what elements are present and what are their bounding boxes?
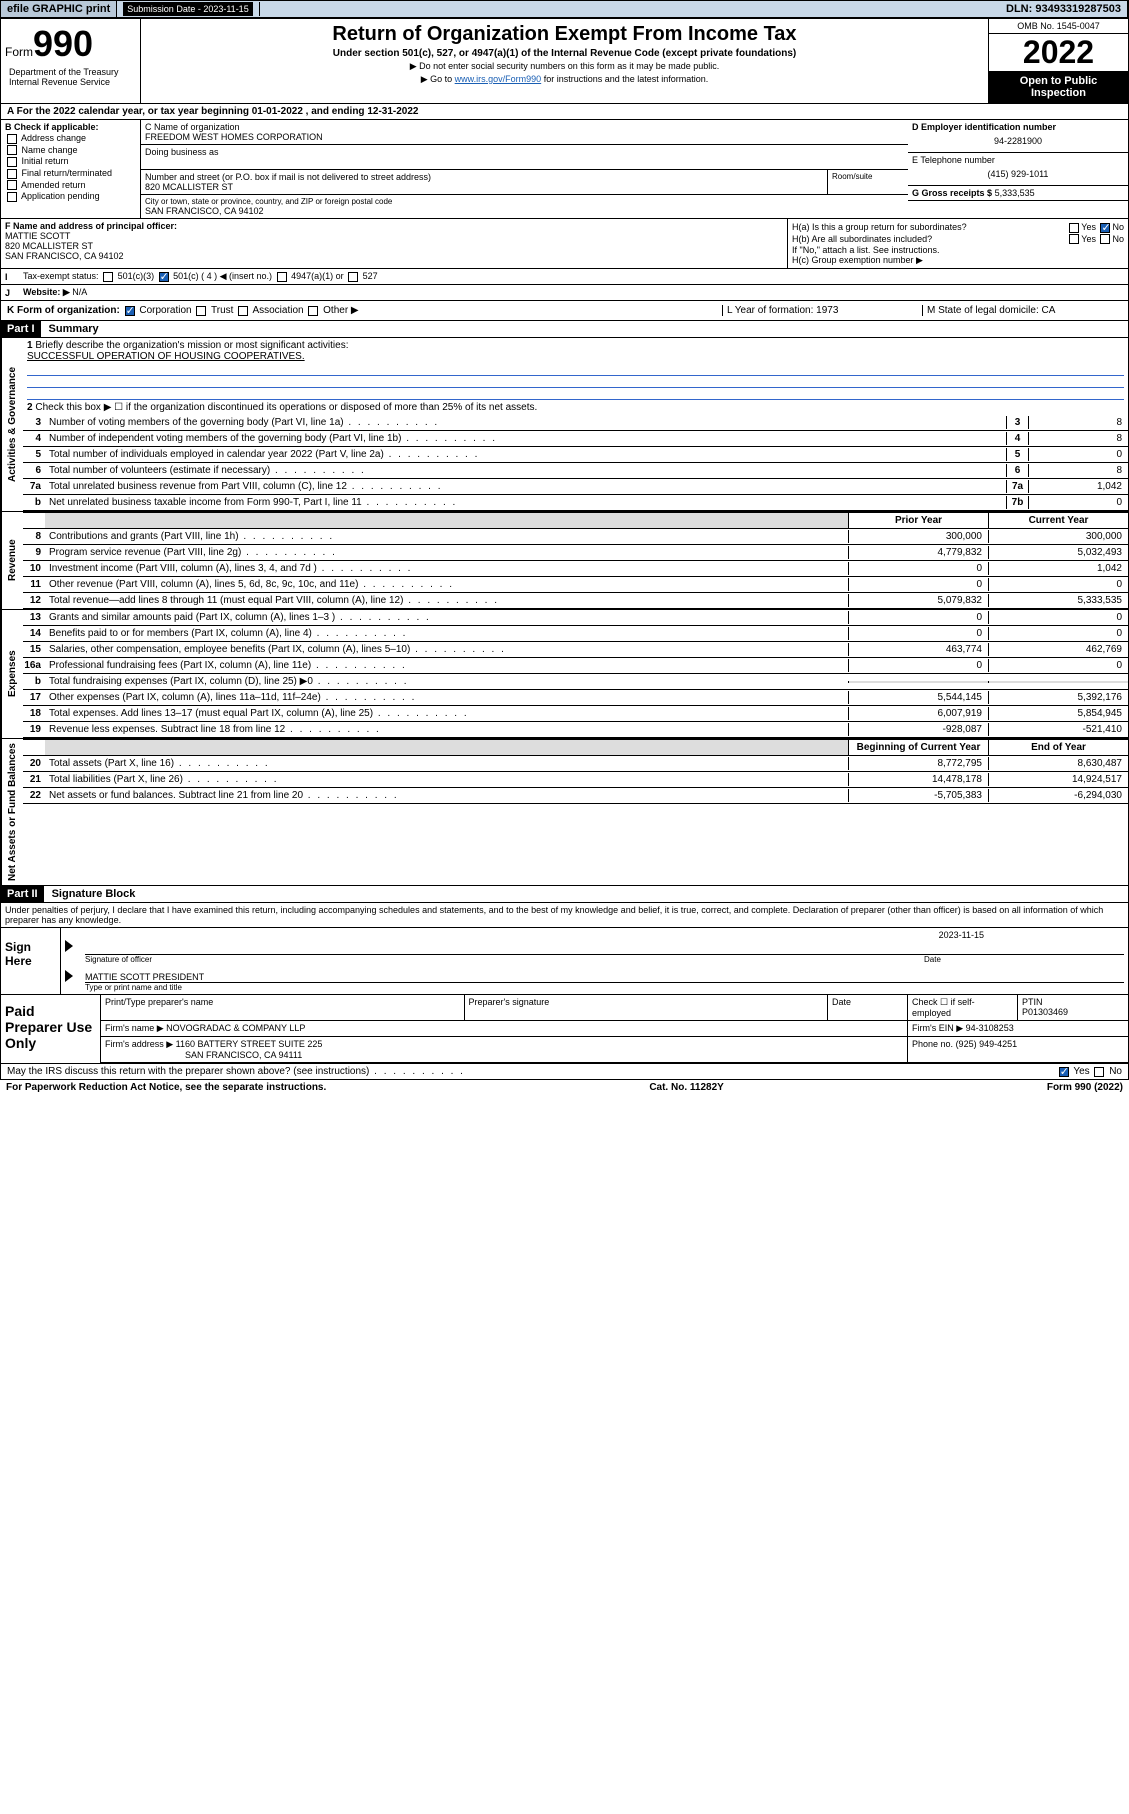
activities-governance: Activities & Governance 1 Briefly descri… bbox=[0, 338, 1129, 512]
firm-ein: 94-3108253 bbox=[966, 1023, 1014, 1033]
arrow-icon bbox=[65, 970, 73, 982]
page-footer: For Paperwork Reduction Act Notice, see … bbox=[0, 1080, 1129, 1095]
top-bar: efile GRAPHIC print Submission Date - 20… bbox=[0, 0, 1129, 18]
chk-amended[interactable]: Amended return bbox=[5, 180, 136, 191]
tax-year: 2022 bbox=[989, 34, 1128, 71]
prior-current-header: Prior Year Current Year bbox=[23, 512, 1128, 529]
org-address: 820 MCALLISTER ST bbox=[145, 182, 823, 192]
mission-text: SUCCESSFUL OPERATION OF HOUSING COOPERAT… bbox=[27, 351, 305, 362]
summary-line: 18Total expenses. Add lines 13–17 (must … bbox=[23, 706, 1128, 722]
part1-header: Part I Summary bbox=[0, 321, 1129, 338]
gross-receipts: 5,333,535 bbox=[995, 188, 1035, 198]
year-formation: L Year of formation: 1973 bbox=[722, 305, 922, 316]
website: N/A bbox=[72, 287, 87, 297]
underline bbox=[27, 388, 1124, 400]
begin-end-header: Beginning of Current Year End of Year bbox=[23, 739, 1128, 756]
summary-line: 16aProfessional fundraising fees (Part I… bbox=[23, 658, 1128, 674]
col-f: F Name and address of principal officer:… bbox=[1, 219, 788, 268]
firm-address: 1160 BATTERY STREET SUITE 225 bbox=[176, 1039, 323, 1049]
summary-line: 14Benefits paid to or for members (Part … bbox=[23, 626, 1128, 642]
part2-header: Part II Signature Block bbox=[0, 886, 1129, 903]
ssn-note: ▶ Do not enter social security numbers o… bbox=[145, 61, 984, 72]
form-subtitle: Under section 501(c), 527, or 4947(a)(1)… bbox=[145, 48, 984, 59]
summary-line: 15Salaries, other compensation, employee… bbox=[23, 642, 1128, 658]
arrow-icon bbox=[65, 940, 73, 952]
chk-pending[interactable]: Application pending bbox=[5, 191, 136, 202]
summary-line: 7aTotal unrelated business revenue from … bbox=[23, 479, 1128, 495]
summary-line: bTotal fundraising expenses (Part IX, co… bbox=[23, 674, 1128, 690]
officer-name: MATTIE SCOTT PRESIDENT bbox=[85, 970, 1124, 983]
summary-line: 13Grants and similar amounts paid (Part … bbox=[23, 610, 1128, 626]
row-a: A For the 2022 calendar year, or tax yea… bbox=[0, 104, 1129, 120]
summary-line: 22Net assets or fund balances. Subtract … bbox=[23, 788, 1128, 804]
col-c: C Name of organization FREEDOM WEST HOME… bbox=[141, 120, 908, 218]
section-fh: F Name and address of principal officer:… bbox=[0, 219, 1129, 269]
form-number-cell: Form990 Department of the Treasury Inter… bbox=[1, 19, 141, 103]
firm-name: NOVOGRADAC & COMPANY LLP bbox=[166, 1023, 305, 1033]
summary-line: 12Total revenue—add lines 8 through 11 (… bbox=[23, 593, 1128, 609]
chk-address-change[interactable]: Address change bbox=[5, 133, 136, 144]
row-j: J Website: ▶ N/A bbox=[0, 285, 1129, 301]
org-city: SAN FRANCISCO, CA 94102 bbox=[145, 206, 904, 216]
underline bbox=[27, 376, 1124, 388]
omb-label: OMB No. 1545-0047 bbox=[989, 19, 1128, 34]
perjury-text: Under penalties of perjury, I declare th… bbox=[0, 903, 1129, 928]
summary-line: 20Total assets (Part X, line 16)8,772,79… bbox=[23, 756, 1128, 772]
summary-line: 17Other expenses (Part IX, column (A), l… bbox=[23, 690, 1128, 706]
firm-phone: (925) 949-4251 bbox=[956, 1039, 1018, 1049]
ptin: PTIN P01303469 bbox=[1018, 995, 1128, 1020]
summary-line: 11Other revenue (Part VIII, column (A), … bbox=[23, 577, 1128, 593]
net-assets-section: Net Assets or Fund Balances Beginning of… bbox=[0, 739, 1129, 886]
summary-line: bNet unrelated business taxable income f… bbox=[23, 495, 1128, 511]
summary-line: 19Revenue less expenses. Subtract line 1… bbox=[23, 722, 1128, 738]
section-bcd: B Check if applicable: Address change Na… bbox=[0, 120, 1129, 219]
summary-line: 4Number of independent voting members of… bbox=[23, 431, 1128, 447]
summary-line: 6Total number of volunteers (estimate if… bbox=[23, 463, 1128, 479]
summary-line: 5Total number of individuals employed in… bbox=[23, 447, 1128, 463]
state-domicile: M State of legal domicile: CA bbox=[922, 305, 1122, 316]
summary-line: 3Number of voting members of the governi… bbox=[23, 415, 1128, 431]
open-public-badge: Open to Public Inspection bbox=[989, 71, 1128, 103]
form-title: Return of Organization Exempt From Incom… bbox=[145, 23, 984, 46]
sign-here-block: Sign Here 2023-11-15 Signature of office… bbox=[0, 928, 1129, 995]
expenses-section: Expenses 13Grants and similar amounts pa… bbox=[0, 610, 1129, 739]
col-b: B Check if applicable: Address change Na… bbox=[1, 120, 141, 218]
efile-button[interactable]: efile GRAPHIC print bbox=[1, 1, 117, 17]
form-header: Form990 Department of the Treasury Inter… bbox=[0, 18, 1129, 104]
dept-label: Department of the Treasury Internal Reve… bbox=[5, 65, 136, 89]
dln-label: DLN: 93493319287503 bbox=[1000, 1, 1128, 17]
underline bbox=[27, 364, 1124, 376]
link-note: ▶ Go to www.irs.gov/Form990 for instruct… bbox=[145, 74, 984, 85]
row-k: K Form of organization: Corporation Trus… bbox=[0, 301, 1129, 321]
revenue-section: Revenue Prior Year Current Year 8Contrib… bbox=[0, 512, 1129, 610]
summary-line: 10Investment income (Part VIII, column (… bbox=[23, 561, 1128, 577]
submission-date: Submission Date - 2023-11-15 bbox=[117, 2, 259, 16]
paid-preparer-block: Paid Preparer Use Only Print/Type prepar… bbox=[0, 995, 1129, 1064]
ein-value: 94-2281900 bbox=[912, 132, 1124, 150]
col-h: H(a) Is this a group return for subordin… bbox=[788, 219, 1128, 268]
irs-link[interactable]: www.irs.gov/Form990 bbox=[455, 74, 542, 84]
org-name: FREEDOM WEST HOMES CORPORATION bbox=[145, 132, 904, 142]
chk-final-return[interactable]: Final return/terminated bbox=[5, 168, 136, 179]
chk-name-change[interactable]: Name change bbox=[5, 145, 136, 156]
col-d: D Employer identification number 94-2281… bbox=[908, 120, 1128, 218]
chk-initial-return[interactable]: Initial return bbox=[5, 156, 136, 167]
summary-line: 9Program service revenue (Part VIII, lin… bbox=[23, 545, 1128, 561]
summary-line: 21Total liabilities (Part X, line 26)14,… bbox=[23, 772, 1128, 788]
phone-value: (415) 929-1011 bbox=[912, 165, 1124, 183]
summary-line: 8Contributions and grants (Part VIII, li… bbox=[23, 529, 1128, 545]
row-i: I Tax-exempt status: 501(c)(3) 501(c) ( … bbox=[0, 269, 1129, 285]
may-discuss-row: May the IRS discuss this return with the… bbox=[0, 1064, 1129, 1080]
